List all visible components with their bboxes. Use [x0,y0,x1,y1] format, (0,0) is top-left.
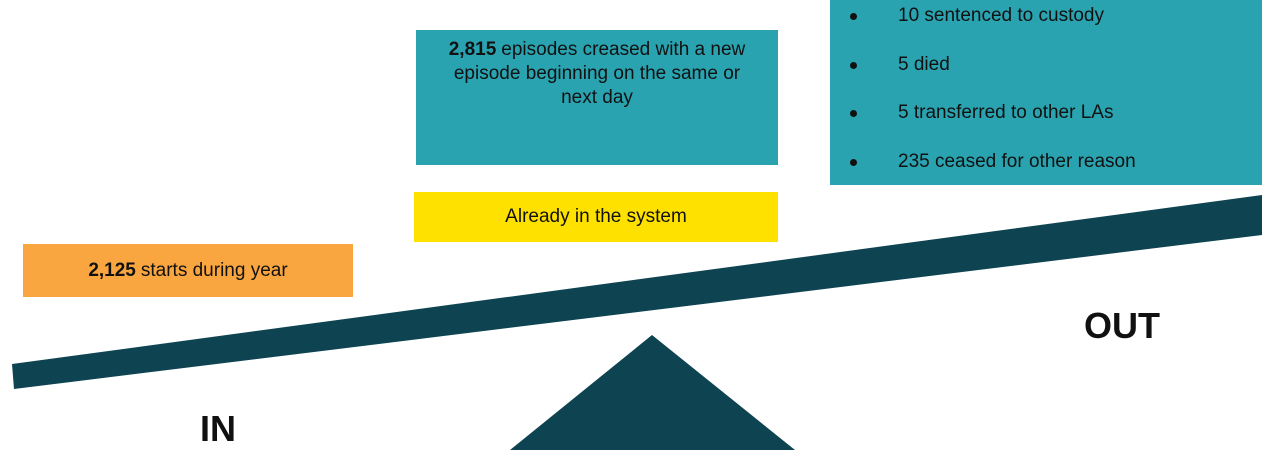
already-box: Already in the system [414,192,778,242]
bullet [850,13,857,20]
out-box: 10 sentenced to custody 5 died 5 transferr… [830,0,1262,185]
beam [12,195,1262,389]
item-text: 5 died [898,54,950,75]
ceased-box: 2,815 episodes creased with a new episode… [416,30,778,165]
bullet [850,62,857,69]
item-text: 5 transferred to other LAs [898,102,1114,123]
item-text: 10 sentenced to custody [898,5,1104,26]
bullet [850,159,857,166]
text: episodes creased with a new episode begi… [453,39,746,108]
number: 2,125 [88,260,136,281]
in-label: IN [200,408,236,449]
text: starts during year [140,260,288,281]
starts-box: 2,125 starts during year [23,244,353,297]
item-text: 235 ceased for other reason [898,151,1136,172]
bullet [850,110,857,117]
fulcrum [510,335,795,450]
number: 2,815 [448,39,497,60]
out-label: OUT [1084,305,1160,346]
